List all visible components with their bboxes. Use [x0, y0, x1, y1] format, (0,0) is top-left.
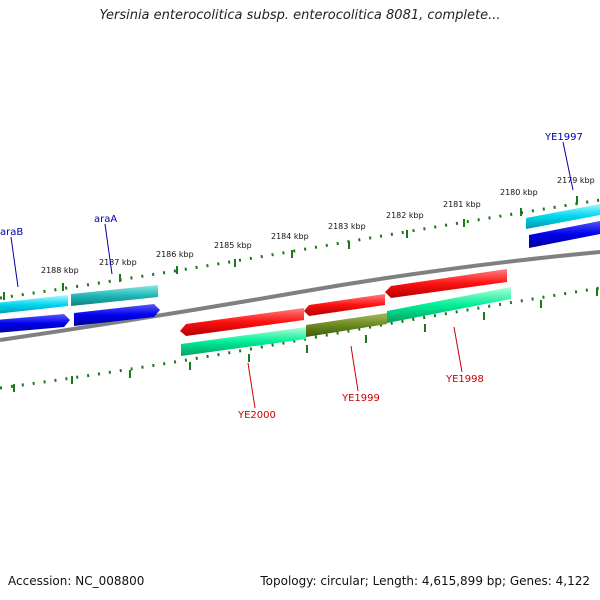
- ruler-label: 2180 kbp: [500, 188, 538, 197]
- ruler-label: 2188 kbp: [41, 266, 79, 275]
- feature-YE1997[interactable]: [526, 203, 600, 248]
- upper-ruler-ticks: [0, 198, 600, 300]
- callout-line: [10, 236, 19, 288]
- ruler-label: 2185 kbp: [214, 241, 252, 250]
- ruler-label: 2183 kbp: [328, 222, 366, 231]
- gene-label-YE2000[interactable]: YE2000: [237, 410, 276, 421]
- gene-arrow[interactable]: [529, 220, 600, 248]
- gene-arrow[interactable]: [385, 269, 507, 298]
- ruler-label: 2187 kbp: [99, 258, 137, 267]
- gene-arrow[interactable]: [74, 304, 160, 326]
- callout-line: [562, 141, 574, 191]
- cds-overlap-bar[interactable]: [306, 313, 387, 337]
- gene-arrow[interactable]: [304, 294, 385, 316]
- cds-bar[interactable]: [71, 285, 158, 306]
- gene-arrow[interactable]: [0, 314, 70, 333]
- genome-backbone: [0, 250, 600, 342]
- ruler-label: 2181 kbp: [443, 200, 481, 209]
- accession-label: Accession: NC_008800: [8, 574, 145, 588]
- ruler-label: 2184 kbp: [271, 232, 309, 241]
- callout-line: [247, 362, 256, 409]
- callout-line: [453, 326, 463, 373]
- genome-summary: Topology: circular; Length: 4,615,899 bp…: [260, 574, 590, 588]
- callout-line: [350, 345, 359, 392]
- ruler-label: 2186 kbp: [156, 250, 194, 259]
- gene-label-YE1999[interactable]: YE1999: [341, 393, 380, 404]
- callout-line: [104, 223, 113, 275]
- cds-bar[interactable]: [526, 203, 600, 229]
- map-title: Yersinia enterocolitica subsp. enterocol…: [99, 8, 501, 23]
- gene-label-YE1998[interactable]: YE1998: [445, 374, 484, 385]
- feature-YE2000[interactable]: [180, 308, 306, 356]
- cds-bar[interactable]: [181, 327, 306, 356]
- cds-bar[interactable]: [0, 295, 68, 314]
- cds-bar[interactable]: [387, 287, 511, 323]
- gene-label-araB[interactable]: araB: [0, 227, 23, 238]
- lower-tick-ruler: [0, 286, 600, 392]
- gene-arrow[interactable]: [180, 308, 304, 336]
- ruler-label: 2179 kbp: [557, 176, 595, 185]
- ruler-label: 2182 kbp: [386, 211, 424, 220]
- gene-label-araA[interactable]: araA: [94, 214, 117, 225]
- feature-araA[interactable]: [71, 285, 160, 326]
- gene-label-YE1997[interactable]: YE1997: [544, 132, 583, 143]
- feature-YE1999[interactable]: [304, 294, 387, 337]
- feature-araB[interactable]: [0, 295, 70, 333]
- feature-YE1998[interactable]: [385, 269, 511, 323]
- upper-tick-ruler: [0, 196, 600, 300]
